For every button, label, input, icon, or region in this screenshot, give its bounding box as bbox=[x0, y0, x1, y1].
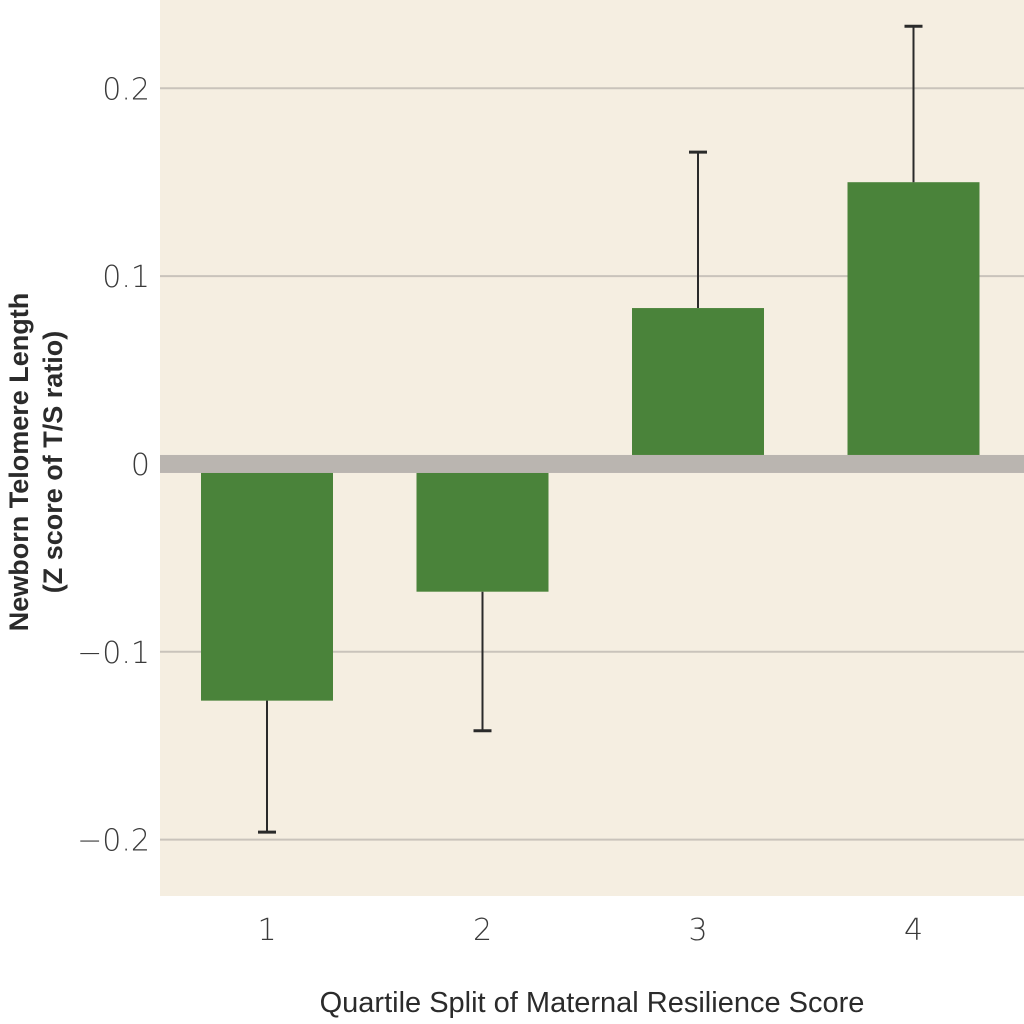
x-tick-label: 4 bbox=[904, 913, 923, 948]
bars bbox=[201, 182, 980, 701]
x-tick-label: 1 bbox=[257, 913, 276, 948]
bar-3 bbox=[632, 308, 764, 455]
x-tick-label: 2 bbox=[473, 913, 492, 948]
bar-4 bbox=[847, 182, 980, 455]
y-tick-label: 0 bbox=[131, 448, 150, 483]
y-tick-label: −0.1 bbox=[77, 636, 150, 671]
y-tick-labels: −0.2 −0.1 0 0.1 0.2 bbox=[77, 72, 150, 858]
x-tick-labels: 1 2 3 4 bbox=[257, 913, 923, 948]
y-tick-label: 0.2 bbox=[102, 72, 150, 107]
zero-baseline bbox=[160, 454, 1024, 473]
y-tick-label: −0.2 bbox=[77, 824, 150, 859]
y-axis-label-line1: Newborn Telomere Length bbox=[4, 293, 34, 632]
bar-1 bbox=[201, 472, 333, 701]
x-axis-label: Quartile Split of Maternal Resilience Sc… bbox=[320, 987, 865, 1019]
bar-2 bbox=[416, 472, 549, 592]
error-bars bbox=[258, 24, 923, 834]
y-axis-label-line2: (Z score of T/S ratio) bbox=[38, 331, 68, 594]
x-tick-label: 3 bbox=[688, 913, 707, 948]
y-tick-label: 0.1 bbox=[102, 260, 150, 295]
